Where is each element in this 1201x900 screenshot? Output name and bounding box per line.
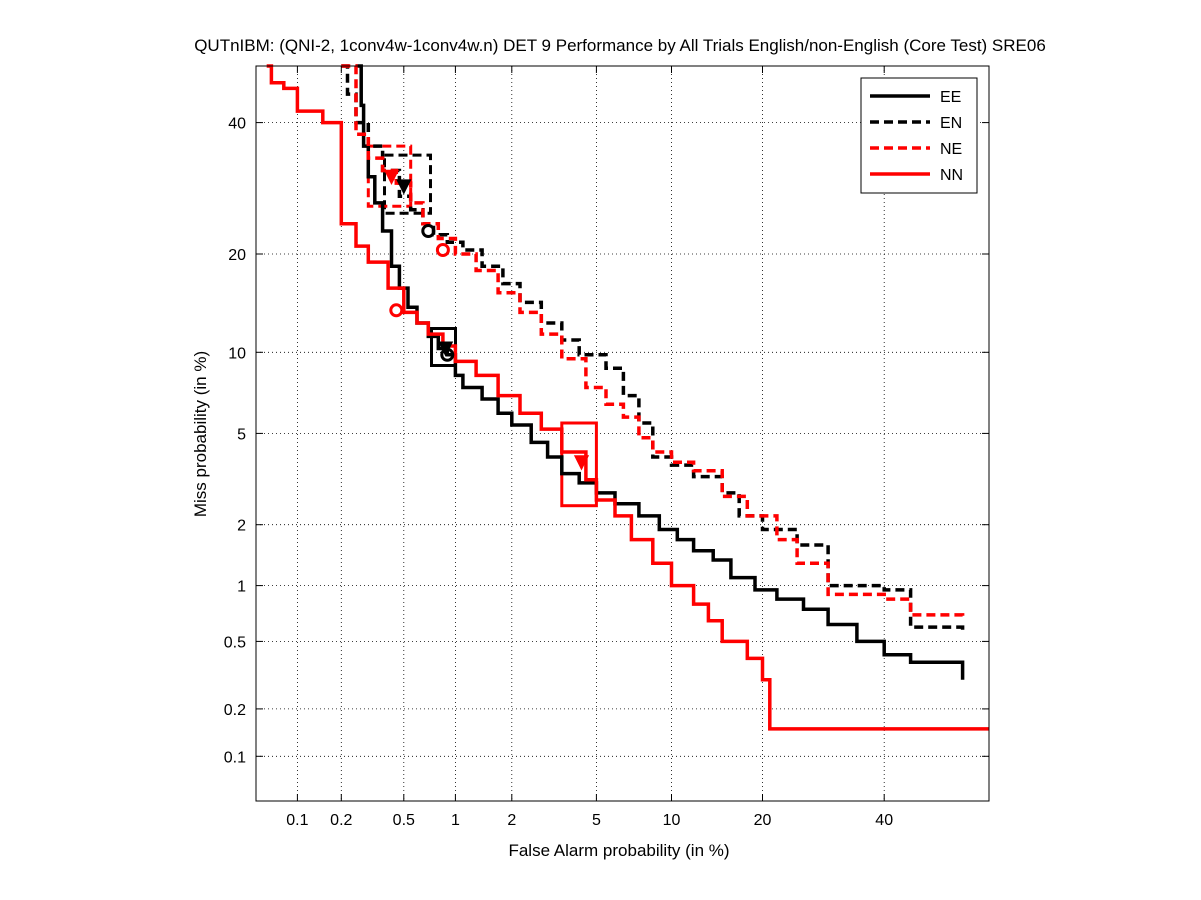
x-tick-label: 1 — [451, 812, 460, 829]
y-tick-label: 20 — [228, 247, 246, 264]
y-tick-label: 40 — [228, 116, 246, 133]
legend-label-nn: NN — [940, 167, 963, 184]
actual-dcf-marker-ne — [383, 169, 400, 186]
x-tick-label: 0.5 — [393, 812, 415, 829]
y-tick-label: 5 — [237, 426, 246, 443]
x-axis-label: False Alarm probability (in %) — [508, 841, 729, 860]
min-dcf-marker-nn — [389, 303, 404, 318]
actual-dcf-marker-nn — [573, 455, 590, 471]
series-line-ne — [341, 64, 965, 618]
min-dcf-marker-ee — [440, 347, 455, 362]
y-tick-label: 2 — [237, 518, 246, 535]
y-tick-label: 0.1 — [224, 749, 246, 766]
x-tick-label: 5 — [592, 812, 601, 829]
x-tick-label: 2 — [507, 812, 516, 829]
tick-layer: 0.1 0.2 0.5 1 2 5 10 20 40 0.1 0.2 0.5 1 2 5 10 20 40 — [224, 66, 989, 829]
actual-dcf-marker-en — [396, 179, 412, 195]
legend-entries: EE EN NE NN — [870, 89, 963, 184]
series-layer — [266, 64, 989, 731]
legend-label-ee: EE — [940, 89, 961, 106]
y-tick-label: 0.5 — [224, 634, 246, 651]
x-tick-label: 20 — [754, 812, 772, 829]
x-tick-label: 0.1 — [286, 812, 308, 829]
y-tick-label: 1 — [237, 579, 246, 596]
series-line-nn — [266, 64, 989, 731]
x-tick-label: 0.2 — [330, 812, 352, 829]
confidence-box-en — [383, 153, 432, 215]
legend: EE EN NE NN — [860, 77, 978, 194]
series-line-ee — [356, 64, 965, 680]
y-tick-label: 10 — [228, 345, 246, 362]
legend-label-en: EN — [940, 115, 962, 132]
y-axis-label: Miss probability (in %) — [191, 351, 210, 517]
y-tick-label: 0.2 — [224, 702, 246, 719]
min-dcf-marker-ne — [435, 243, 450, 257]
marker-layer — [383, 169, 590, 471]
x-tick-label: 10 — [663, 812, 681, 829]
chart-title: QUTnIBM: (QNI-2, 1conv4w-1conv4w.n) DET … — [194, 36, 1046, 55]
x-tick-label: 40 — [875, 812, 893, 829]
legend-label-ne: NE — [940, 141, 962, 158]
min-dcf-marker-en — [421, 224, 436, 238]
